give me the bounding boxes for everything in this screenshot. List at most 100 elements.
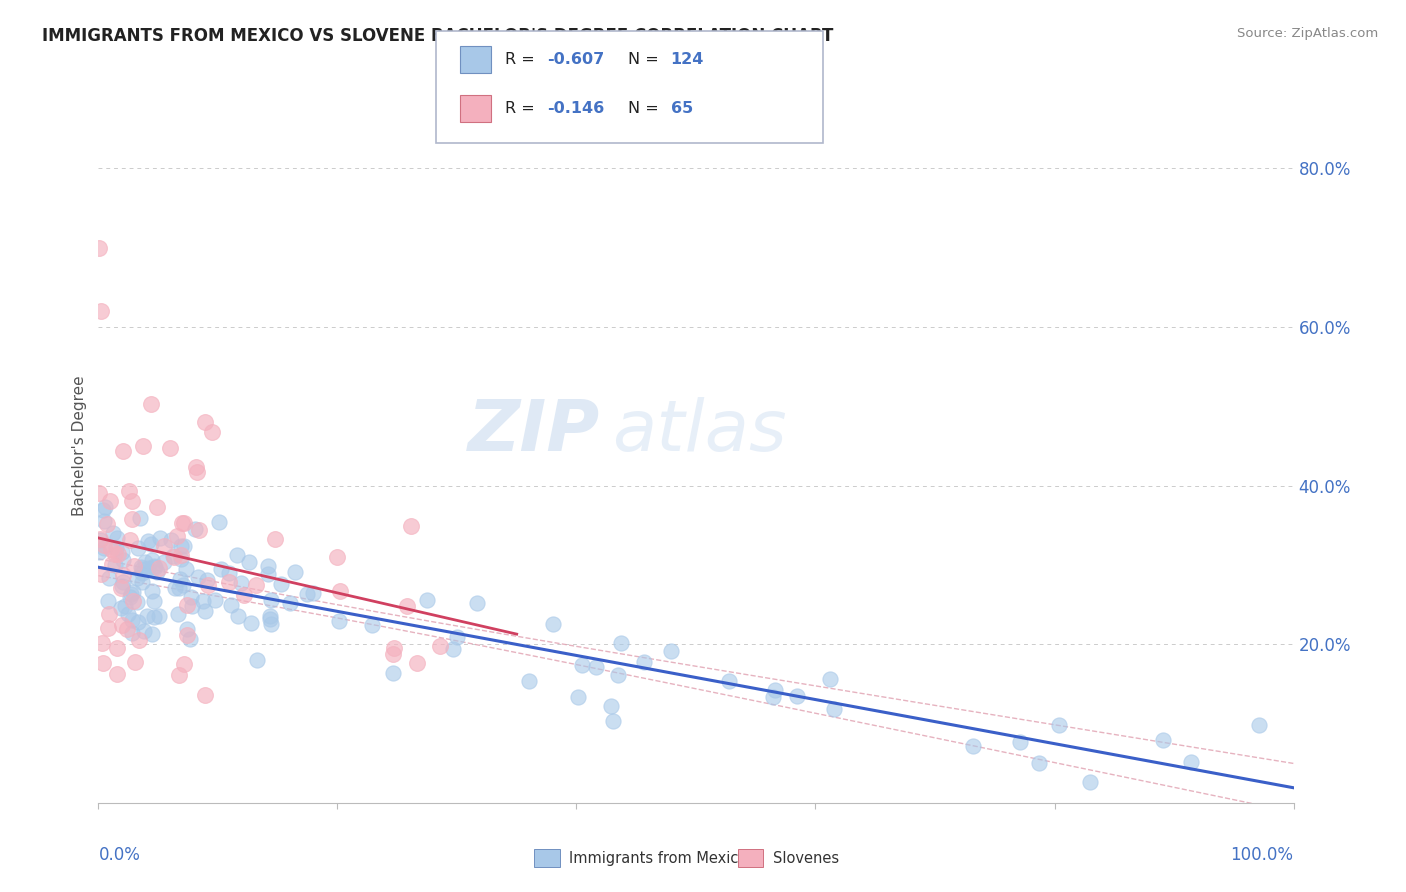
Point [259, 612, 281, 626]
Point [90, 636, 112, 650]
Text: 0.0%: 0.0% [98, 846, 141, 863]
Point [263, 533, 285, 547]
Point [165, 581, 187, 595]
Point [1180, 756, 1202, 770]
Point [567, 690, 589, 704]
Point [93, 514, 115, 528]
Point [153, 555, 176, 569]
Point [187, 524, 209, 538]
Point [186, 465, 208, 479]
Point [124, 655, 146, 669]
Text: N =: N = [628, 53, 665, 67]
Point [443, 642, 465, 657]
Point [111, 568, 134, 582]
Point [361, 618, 384, 632]
Point [256, 559, 278, 574]
Point [100, 541, 122, 556]
Point [238, 556, 260, 570]
Point [1047, 717, 1070, 731]
Point [141, 537, 163, 551]
Point [446, 630, 468, 644]
Text: N =: N = [628, 102, 665, 116]
Point [111, 553, 134, 567]
Text: R =: R = [505, 53, 540, 67]
Point [100, 557, 122, 571]
Point [148, 561, 170, 575]
Point [105, 641, 128, 656]
Point [176, 598, 198, 612]
Point [585, 660, 607, 674]
Point [194, 415, 217, 429]
Point [197, 578, 219, 592]
Point [139, 396, 162, 410]
Point [118, 590, 141, 604]
Point [1152, 733, 1174, 747]
Point [606, 668, 628, 682]
Point [416, 593, 439, 607]
Text: IMMIGRANTS FROM MEXICO VS SLOVENE BACHELOR'S DEGREE CORRELATION CHART: IMMIGRANTS FROM MEXICO VS SLOVENE BACHEL… [42, 27, 834, 45]
Point [145, 559, 167, 574]
Point [127, 615, 149, 629]
Point [104, 558, 127, 573]
Point [1008, 735, 1031, 749]
Point [176, 622, 198, 636]
Point [173, 516, 195, 531]
Point [280, 596, 302, 610]
Point [172, 578, 194, 592]
Point [104, 547, 127, 561]
Point [610, 636, 633, 650]
Point [169, 573, 191, 587]
Point [170, 539, 193, 553]
Point [96, 517, 118, 532]
Point [231, 575, 253, 590]
Point [118, 483, 141, 498]
Text: ZIP: ZIP [468, 397, 600, 467]
Point [97, 621, 120, 635]
Point [167, 581, 190, 595]
Text: 100.0%: 100.0% [1230, 846, 1294, 863]
Point [194, 604, 217, 618]
Point [117, 607, 139, 621]
Point [117, 622, 139, 636]
Point [132, 439, 155, 453]
Point [718, 673, 741, 688]
Point [121, 626, 143, 640]
Point [465, 596, 488, 610]
Point [239, 615, 262, 630]
Point [135, 609, 157, 624]
Point [232, 588, 254, 602]
Point [112, 443, 135, 458]
Point [90, 566, 112, 581]
Point [602, 714, 624, 728]
Point [131, 566, 153, 580]
Point [90, 304, 112, 318]
Point [173, 539, 195, 553]
Point [91, 503, 114, 517]
Point [127, 541, 149, 556]
Point [91, 656, 114, 670]
Point [114, 599, 136, 613]
Point [962, 739, 984, 753]
Text: 65: 65 [671, 102, 693, 116]
Point [180, 590, 202, 604]
Point [429, 639, 451, 653]
Point [122, 593, 145, 607]
Point [1078, 775, 1101, 789]
Point [166, 528, 188, 542]
Point [97, 593, 120, 607]
Point [406, 657, 429, 671]
Point [396, 599, 419, 614]
Point [159, 533, 181, 547]
Point [163, 549, 186, 564]
Point [517, 673, 540, 688]
Point [125, 571, 148, 585]
Point [260, 593, 283, 607]
Point [141, 626, 163, 640]
Point [541, 617, 564, 632]
Point [246, 652, 269, 666]
Point [170, 548, 193, 562]
Text: Source: ZipAtlas.com: Source: ZipAtlas.com [1237, 27, 1378, 40]
Point [326, 550, 349, 565]
Point [122, 558, 145, 573]
Point [125, 594, 148, 608]
